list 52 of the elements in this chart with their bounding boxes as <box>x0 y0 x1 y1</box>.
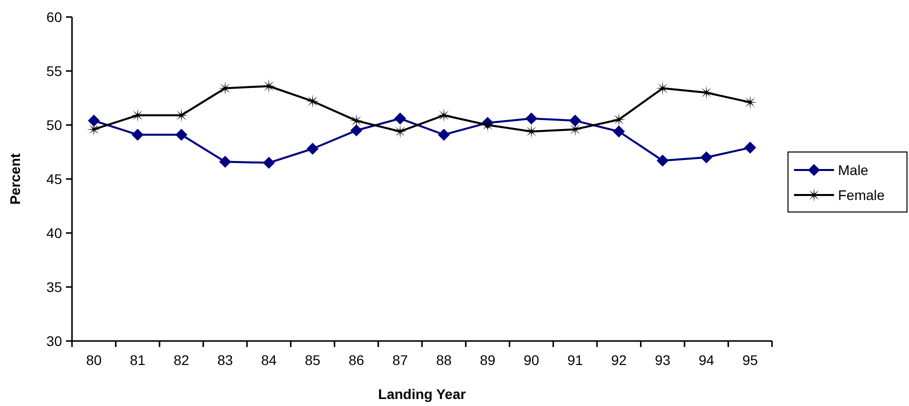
x-tick-label: 83 <box>217 352 234 368</box>
point <box>132 128 144 141</box>
point <box>306 142 319 155</box>
point <box>568 122 582 136</box>
point <box>306 94 320 108</box>
legend-label: Female <box>838 186 885 203</box>
y-tick-label: 55 <box>46 62 62 79</box>
x-tick-label: 95 <box>742 352 758 368</box>
point <box>612 112 626 127</box>
legend-label: Male <box>838 162 869 178</box>
point <box>350 124 362 136</box>
point <box>700 151 712 164</box>
x-tick-label: 89 <box>480 352 496 368</box>
y-tick-label: 50 <box>46 116 62 133</box>
point <box>438 128 450 141</box>
x-tick-label: 90 <box>524 352 540 368</box>
point <box>525 112 538 125</box>
x-tick-label: 94 <box>698 352 714 368</box>
point <box>349 114 364 128</box>
point <box>219 156 232 168</box>
point <box>524 124 538 138</box>
x-tick-label: 91 <box>567 352 584 368</box>
point <box>393 124 408 138</box>
x-tick-label: 92 <box>611 352 627 368</box>
point <box>480 118 495 132</box>
point <box>88 114 100 127</box>
x-tick-label: 84 <box>261 352 277 368</box>
x-tick-label: 86 <box>348 352 364 368</box>
x-tick-label: 85 <box>304 352 321 368</box>
y-axis-title: Percent <box>7 152 23 205</box>
x-tick-label: 82 <box>174 352 190 368</box>
y-tick-label: 35 <box>46 278 62 295</box>
point <box>86 122 101 136</box>
x-tick-label: 87 <box>392 352 408 368</box>
point <box>569 114 582 127</box>
y-tick-label: 30 <box>46 332 62 349</box>
point <box>436 108 451 122</box>
point <box>743 95 758 110</box>
x-tick-label: 80 <box>86 352 102 368</box>
x-tick-label: 88 <box>436 352 452 368</box>
x-tick-label: 93 <box>654 352 671 368</box>
point <box>394 112 406 125</box>
x-axis-title: Landing Year <box>378 386 466 402</box>
point <box>175 128 188 141</box>
y-tick-label: 40 <box>46 224 62 241</box>
point <box>262 156 275 169</box>
point <box>656 154 669 167</box>
y-tick-label: 45 <box>46 170 62 187</box>
point <box>612 125 625 138</box>
point <box>744 142 756 154</box>
x-tick-label: 81 <box>130 352 146 368</box>
y-tick-label: 60 <box>46 8 62 25</box>
